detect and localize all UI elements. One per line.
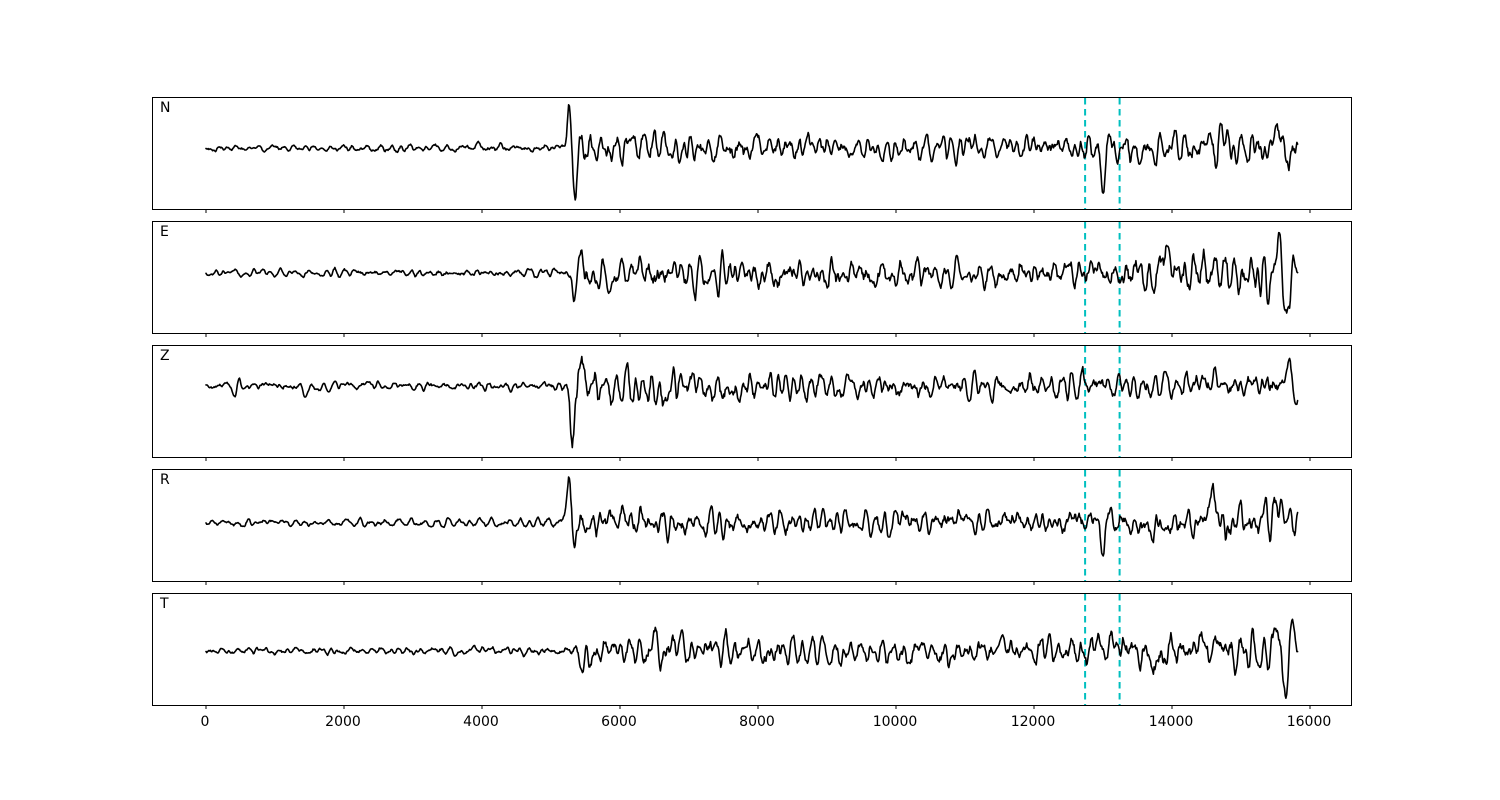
waveform-plot-Z: [205, 346, 1311, 461]
x-tick-label: 10000: [872, 714, 918, 730]
panel-label-Z: Z: [160, 348, 170, 364]
waveform-plot-R: [205, 470, 1311, 585]
x-tick-label: 14000: [1148, 714, 1194, 730]
tick-marks: [205, 333, 1311, 337]
event-window-lines: [1084, 222, 1121, 333]
seismogram-trace-T: [205, 618, 1299, 699]
seismogram-trace-E: [205, 231, 1299, 314]
panel-label-T: T: [160, 596, 169, 612]
panel-label-N: N: [160, 100, 171, 116]
waveform-plot-E: [205, 222, 1311, 337]
x-tick-label: 8000: [739, 714, 775, 730]
tick-marks: [205, 705, 1311, 709]
panel-Z: Z: [152, 345, 1352, 461]
x-tick-label: 12000: [1010, 714, 1056, 730]
x-tick-label: 16000: [1286, 714, 1332, 730]
tick-marks: [205, 209, 1311, 213]
panel-label-R: R: [160, 472, 170, 488]
waveform-plot-T: [205, 594, 1311, 709]
panel-label-E: E: [160, 224, 169, 240]
tick-marks: [205, 457, 1311, 461]
event-window-lines: [1084, 470, 1121, 581]
x-tick-label: 6000: [601, 714, 637, 730]
panel-R: R: [152, 469, 1352, 585]
panel-E: E: [152, 221, 1352, 337]
seismogram-trace-Z: [205, 355, 1299, 449]
waveform-plot-N: [205, 98, 1311, 213]
x-tick-label: 4000: [463, 714, 499, 730]
tick-marks: [205, 581, 1311, 585]
x-tick-label: 0: [200, 714, 210, 730]
panel-N: N: [152, 97, 1352, 213]
seismogram-trace-N: [205, 104, 1299, 201]
panel-T: T: [152, 593, 1352, 709]
seismogram-trace-R: [205, 476, 1299, 557]
x-tick-label: 2000: [325, 714, 361, 730]
event-window-lines: [1084, 346, 1121, 457]
